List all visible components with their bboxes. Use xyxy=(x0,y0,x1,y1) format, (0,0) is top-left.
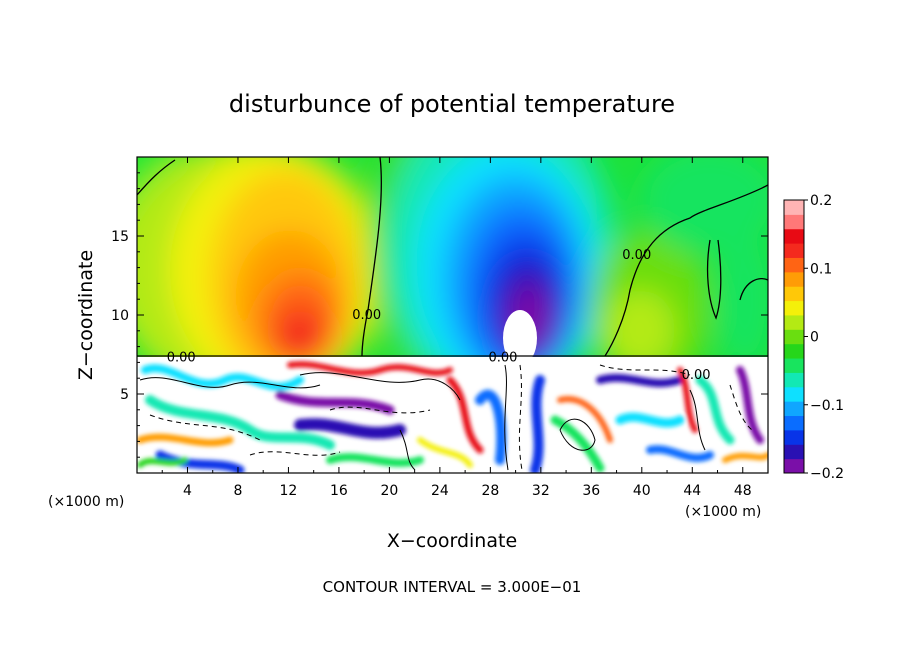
x-tick-label: 28 xyxy=(481,483,499,499)
colorbar-tick-label: −0.1 xyxy=(810,398,844,414)
contour-label: 0.00 xyxy=(167,351,196,366)
colorbar: −0.2 −0.1 0 0.1 0.2 xyxy=(784,193,844,482)
contour-label: 0.00 xyxy=(682,368,711,383)
y-axis-label: Z−coordinate xyxy=(75,250,97,380)
x-tick-label: 8 xyxy=(233,483,242,499)
colorbar-swatch xyxy=(784,214,804,230)
colorbar-swatch xyxy=(784,228,804,244)
x-tick-label: 32 xyxy=(532,483,550,499)
colorbar-tick-label: −0.2 xyxy=(810,466,844,482)
x-tick-label: 16 xyxy=(330,483,348,499)
upper-contours xyxy=(137,157,768,357)
x-unit-label-left: (×1000 m) xyxy=(48,494,124,510)
colorbar-swatch xyxy=(784,300,804,316)
colorbar-frame xyxy=(783,199,805,474)
colorbar-swatch xyxy=(784,401,804,417)
contour-interval-note: CONTOUR INTERVAL = 3.000E−01 xyxy=(323,578,582,596)
y-tick-label: 5 xyxy=(120,387,129,403)
x-tick-label: 20 xyxy=(380,483,398,499)
upper-field xyxy=(137,157,768,357)
x-tick-label: 48 xyxy=(734,483,752,499)
colorbar-swatch xyxy=(784,358,804,373)
colorbar-swatch xyxy=(784,386,804,402)
x-unit-label-right: (×1000 m) xyxy=(685,504,761,520)
colorbar-swatch xyxy=(784,429,804,445)
colorbar-tick-label: 0.2 xyxy=(810,193,832,209)
x-axis-label: X−coordinate xyxy=(387,530,517,552)
x-tick-label: 12 xyxy=(280,483,298,499)
colorbar-tick-label: 0 xyxy=(810,330,819,346)
colorbar-swatch xyxy=(784,271,804,287)
colorbar-tick-label: 0.1 xyxy=(810,261,832,277)
x-tick-label: 4 xyxy=(183,483,192,499)
colorbar-swatch xyxy=(784,372,804,388)
contour-label: 0.00 xyxy=(622,248,651,263)
colorbar-swatch xyxy=(784,200,804,215)
x-tick-label: 40 xyxy=(633,483,651,499)
colorbar-swatch xyxy=(784,415,804,431)
plot-area: 0.00 0.00 0.00 0.00 0.00 xyxy=(137,157,768,473)
contour-label: 0.00 xyxy=(489,351,518,366)
y-axis-ticks: 5 10 15 xyxy=(111,172,768,458)
lower-field xyxy=(137,357,768,473)
x-tick-label: 24 xyxy=(431,483,449,499)
x-tick-label: 36 xyxy=(582,483,600,499)
colorbar-swatch xyxy=(784,243,804,258)
colorbar-swatch xyxy=(784,257,804,273)
colorbar-swatch xyxy=(784,458,804,474)
x-axis-ticks: 4 8 12 16 20 24 28 32 36 40 44 48 xyxy=(161,157,752,499)
x-tick-label: 44 xyxy=(683,483,701,499)
y-tick-label: 15 xyxy=(111,229,129,245)
chart-title: disturbunce of potential temperature xyxy=(229,90,675,118)
y-tick-label: 10 xyxy=(111,308,129,324)
lower-contours xyxy=(139,364,753,471)
colorbar-swatch xyxy=(784,286,804,302)
colorbar-swatch xyxy=(784,444,804,460)
colorbar-swatch xyxy=(784,314,804,330)
contour-labels: 0.00 0.00 0.00 0.00 0.00 xyxy=(167,248,711,383)
colorbar-swatch xyxy=(784,329,804,345)
colorbar-swatch xyxy=(784,343,804,359)
contour-label: 0.00 xyxy=(352,308,381,323)
